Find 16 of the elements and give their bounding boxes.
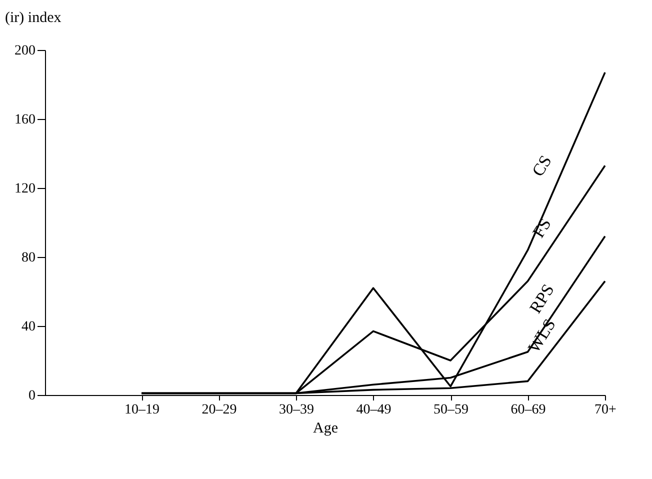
x-tick-label: 40–49 (356, 402, 392, 418)
y-tick-label: 160 (14, 112, 36, 128)
text: CS (528, 152, 556, 180)
y-tick-label: 40 (22, 320, 36, 334)
y-tick-label: 80 (22, 250, 36, 266)
y-tick-label: 0 (28, 388, 36, 404)
y-tick-label: 120 (14, 182, 36, 196)
x-tick-label: 70+ (594, 402, 617, 418)
x-axis-title: Age (313, 420, 338, 436)
x-tick-label: 30–39 (279, 402, 314, 418)
y-tick-label: 200 (14, 44, 36, 58)
x-tick-label: 20–29 (202, 402, 237, 418)
x-tick-label: 60–69 (510, 402, 546, 418)
x-tick-label: 10–19 (124, 402, 160, 418)
x-tick-label: 50–59 (434, 402, 469, 418)
y-axis-title: (ir) index (5, 10, 62, 26)
